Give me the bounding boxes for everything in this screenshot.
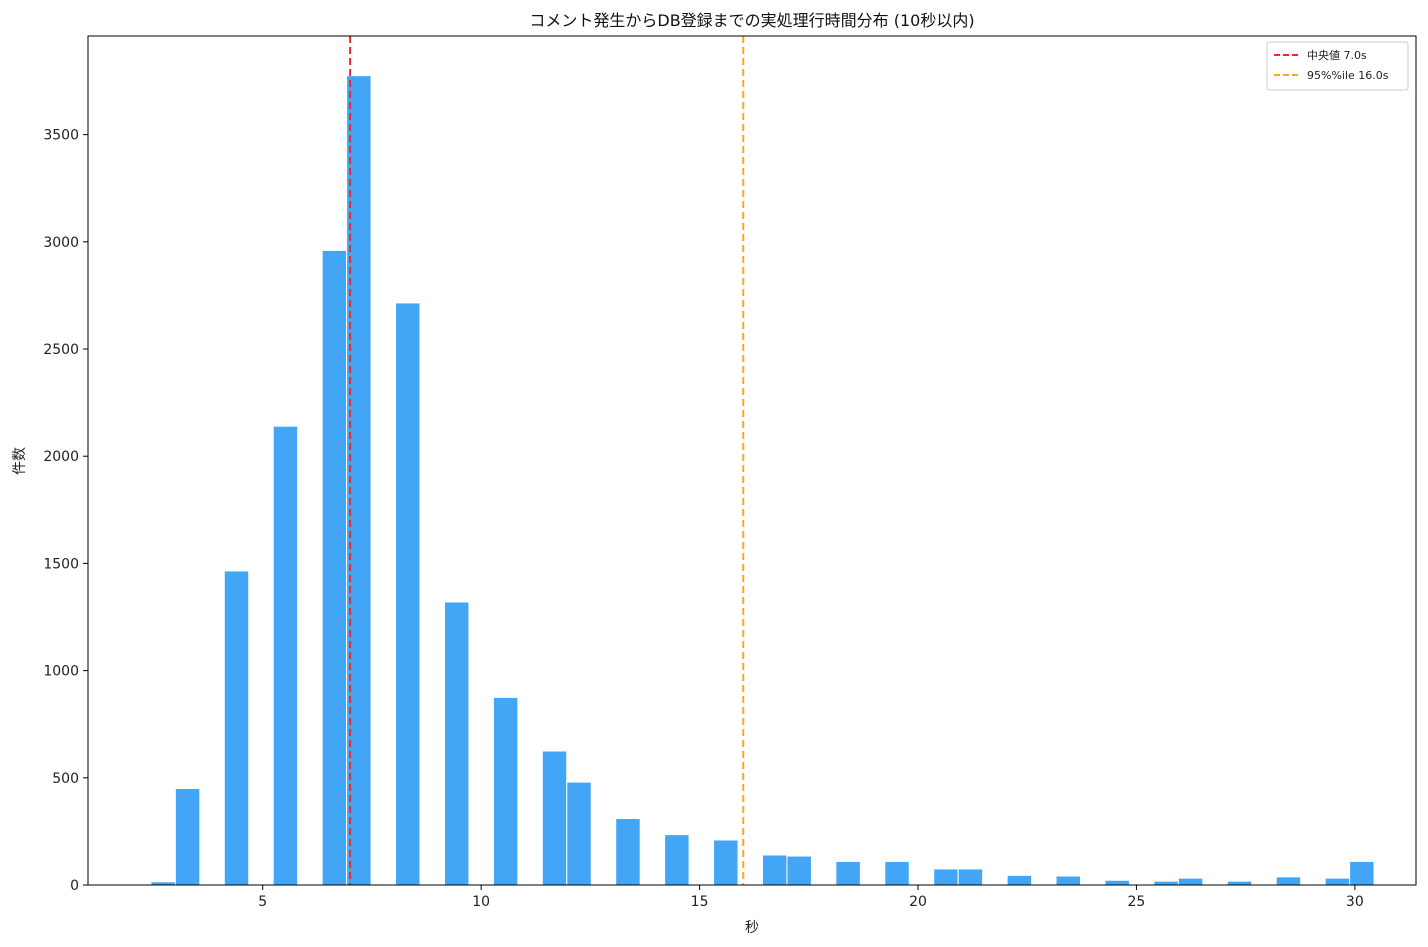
histogram-bar: [443, 601, 470, 886]
histogram-bar: [664, 834, 690, 886]
legend-label: 95%%ile 16.0s: [1307, 69, 1389, 82]
histogram-bar: [1349, 860, 1375, 886]
reference-lines-group: [349, 36, 745, 885]
x-tick-label: 15: [691, 894, 709, 910]
histogram-bar: [1006, 874, 1033, 886]
x-tick-label: 5: [258, 894, 267, 910]
x-axis-label: 秒: [745, 920, 759, 936]
histogram-bar: [1275, 876, 1302, 886]
histogram-bar: [321, 249, 348, 886]
histogram-bar: [1226, 880, 1253, 886]
legend-box: [1266, 41, 1409, 91]
y-tick-label: 0: [70, 878, 79, 894]
histogram-bar: [541, 750, 568, 886]
y-axis-label: 件数: [12, 447, 28, 475]
bars-group: [150, 75, 1375, 886]
histogram-bar: [272, 425, 299, 886]
histogram-bar: [713, 839, 739, 886]
x-axis-ticks: 5 10 15 20 25 30: [258, 885, 1364, 910]
chart-title: コメント発生からDB登録までの実処理行時間分布 (10秒以内): [529, 11, 974, 30]
histogram-bar: [174, 788, 201, 886]
histogram-bar: [933, 868, 959, 886]
plot-frame: [87, 35, 1417, 886]
y-tick-label: 3500: [43, 128, 79, 144]
histogram-bar: [223, 570, 250, 886]
y-tick-label: 2500: [43, 342, 79, 358]
histogram-bar: [1177, 877, 1204, 886]
legend: 中央値 7.0s 95%%ile 16.0s: [1266, 41, 1409, 91]
histogram-bar: [884, 860, 910, 886]
histogram-bar: [835, 860, 861, 886]
histogram-bar: [1324, 877, 1351, 886]
x-tick-label: 20: [909, 894, 927, 910]
y-axis-ticks: 0 500 1000 1500 2000 2500 3000 3500: [43, 128, 88, 894]
histogram-bar: [395, 302, 421, 886]
histogram-bar: [566, 781, 592, 886]
histogram-bar: [615, 818, 641, 886]
histogram-bar: [1153, 880, 1179, 886]
x-tick-label: 30: [1346, 894, 1364, 910]
histogram-bar: [492, 696, 519, 886]
histogram-bar: [957, 868, 984, 886]
y-tick-label: 500: [52, 771, 79, 787]
legend-label: 中央値 7.0s: [1307, 49, 1367, 62]
y-tick-label: 2000: [43, 449, 79, 465]
histogram-bar: [1055, 875, 1082, 886]
histogram-bar: [1104, 879, 1130, 886]
y-tick-label: 3000: [43, 235, 79, 251]
y-tick-label: 1000: [43, 664, 79, 680]
x-tick-label: 10: [472, 894, 490, 910]
histogram-bar: [761, 854, 788, 886]
x-tick-label: 25: [1128, 894, 1146, 910]
y-tick-label: 1500: [43, 556, 79, 572]
histogram-bar: [786, 855, 812, 886]
